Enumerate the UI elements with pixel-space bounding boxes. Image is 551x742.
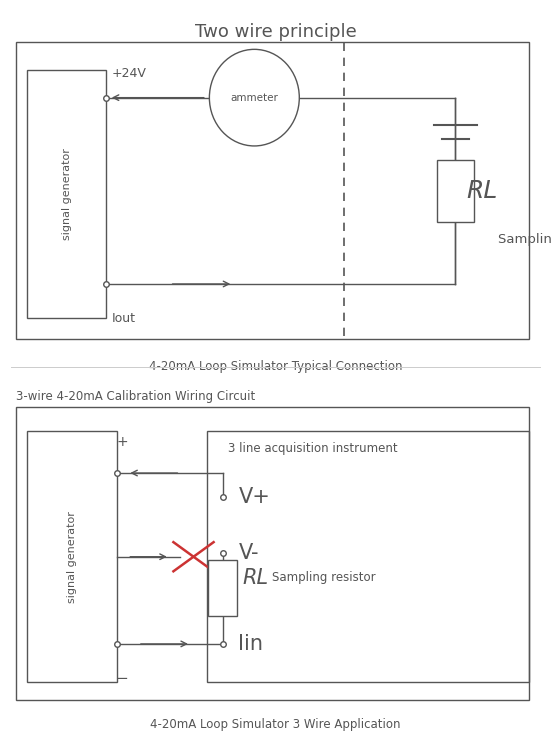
- Bar: [27, 70, 106, 318]
- Bar: [437, 160, 474, 222]
- Bar: [17, 42, 530, 339]
- Text: RL: RL: [242, 568, 268, 588]
- Text: Sampling resistor: Sampling resistor: [498, 232, 551, 246]
- Text: 4-20mA Loop Simulator 3 Wire Application: 4-20mA Loop Simulator 3 Wire Application: [150, 718, 401, 731]
- Text: ammeter: ammeter: [230, 93, 278, 102]
- Text: 3 line acquisition instrument: 3 line acquisition instrument: [228, 442, 397, 455]
- Text: V+: V+: [239, 487, 271, 508]
- Text: 3-wire 4-20mA Calibration Wiring Circuit: 3-wire 4-20mA Calibration Wiring Circuit: [17, 390, 256, 403]
- Text: Iin: Iin: [239, 634, 263, 654]
- Bar: [208, 560, 237, 616]
- Bar: [17, 407, 530, 700]
- Text: −: −: [116, 672, 128, 686]
- Ellipse shape: [209, 49, 299, 146]
- Text: V-: V-: [239, 543, 259, 563]
- Text: +: +: [116, 435, 128, 449]
- Text: 4-20mA Loop Simulator Typical Connection: 4-20mA Loop Simulator Typical Connection: [149, 361, 402, 373]
- Text: Two wire principle: Two wire principle: [195, 23, 356, 41]
- Text: Sampling resistor: Sampling resistor: [272, 571, 375, 584]
- Text: RL: RL: [466, 179, 497, 203]
- Text: Iout: Iout: [111, 312, 136, 325]
- Bar: [207, 431, 530, 683]
- Text: +24V: +24V: [111, 67, 147, 80]
- Text: signal generator: signal generator: [62, 148, 72, 240]
- Text: signal generator: signal generator: [67, 510, 77, 603]
- Bar: [27, 431, 117, 683]
